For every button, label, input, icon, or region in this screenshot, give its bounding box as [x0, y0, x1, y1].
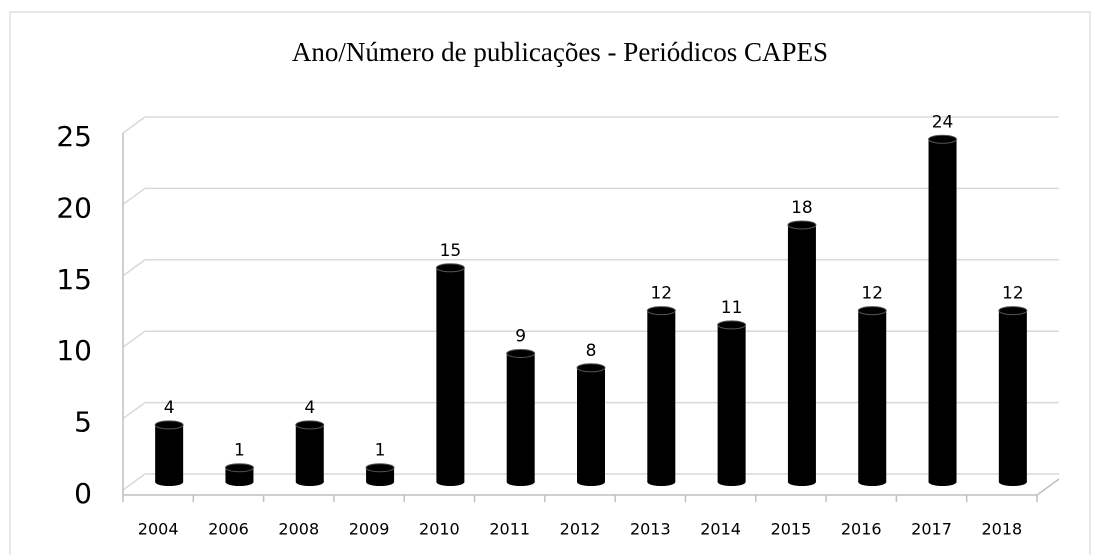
bar — [506, 353, 535, 482]
bar-base — [787, 478, 816, 486]
x-tick-label: 2014 — [700, 520, 741, 539]
bar-base — [998, 478, 1027, 486]
y-tick-label: 20 — [56, 191, 92, 224]
x-tick-label: 2004 — [138, 520, 179, 539]
x-tick-label: 2006 — [208, 520, 249, 539]
grid-line — [122, 473, 1059, 491]
bar — [155, 424, 184, 482]
x-tick-label: 2012 — [560, 520, 601, 539]
bar — [858, 310, 887, 482]
bar-top — [717, 320, 747, 330]
value-label: 12 — [650, 284, 672, 304]
chart-border — [9, 11, 1091, 555]
bar — [717, 324, 746, 482]
bar-base — [295, 478, 324, 486]
bar — [295, 424, 324, 482]
bar-top — [506, 348, 536, 358]
value-label: 9 — [515, 326, 526, 346]
bar — [647, 310, 676, 482]
bar-top — [365, 463, 395, 473]
bar-base — [366, 478, 395, 486]
value-label: 1 — [375, 441, 386, 461]
bar-top — [998, 306, 1028, 316]
bar — [928, 139, 957, 482]
value-label: 12 — [861, 284, 883, 304]
bar-base — [858, 478, 887, 486]
bar-top — [928, 134, 958, 144]
y-tick-label: 25 — [56, 120, 92, 153]
bar-top — [295, 420, 325, 430]
grid-line — [122, 259, 1059, 277]
chart-title: Ano/Número de publicações - Periódicos C… — [292, 37, 828, 67]
bar-top — [646, 306, 676, 316]
bar-base — [577, 478, 605, 486]
bar — [436, 267, 465, 482]
grid-line — [122, 116, 1059, 134]
bar — [787, 224, 816, 482]
bar-base — [155, 478, 184, 486]
grid-line — [122, 187, 1059, 206]
x-tick-label: 2016 — [841, 520, 882, 539]
bar-top — [154, 420, 184, 430]
bar-top — [435, 263, 465, 273]
value-label: 1 — [234, 441, 245, 461]
value-label: 12 — [1002, 284, 1024, 304]
value-label: 11 — [721, 298, 743, 318]
grid-line — [122, 330, 1059, 348]
x-tick-label: 2010 — [419, 520, 460, 539]
grid-line — [122, 401, 1059, 420]
value-label: 15 — [440, 241, 462, 261]
value-label: 24 — [932, 112, 954, 132]
bar-base — [717, 478, 746, 486]
value-label: 4 — [304, 398, 315, 418]
x-tick-label: 2009 — [349, 520, 390, 539]
x-tick-label: 2017 — [911, 520, 952, 539]
bar-base — [225, 478, 254, 486]
bar-top — [224, 463, 254, 473]
value-label: 18 — [791, 198, 813, 218]
x-tick-label: 2015 — [771, 520, 812, 539]
y-tick-label: 0 — [74, 477, 92, 510]
x-tick-label: 2011 — [489, 520, 530, 539]
bar-top — [787, 220, 817, 230]
y-tick-label: 15 — [56, 263, 92, 296]
y-tick-label: 5 — [74, 406, 92, 439]
value-label: 8 — [586, 341, 597, 361]
bar — [998, 310, 1027, 482]
y-tick-label: 10 — [56, 334, 92, 367]
bar-top — [857, 306, 887, 316]
bar-base — [928, 478, 957, 486]
x-tick-label: 2013 — [630, 520, 671, 539]
bar — [577, 367, 605, 482]
x-tick-label: 2008 — [278, 520, 319, 539]
bar-top — [576, 363, 606, 373]
bar-base — [647, 478, 676, 486]
value-label: 4 — [164, 398, 175, 418]
bar-base — [506, 478, 535, 486]
bar-base — [436, 478, 465, 486]
x-tick-label: 2018 — [981, 520, 1022, 539]
